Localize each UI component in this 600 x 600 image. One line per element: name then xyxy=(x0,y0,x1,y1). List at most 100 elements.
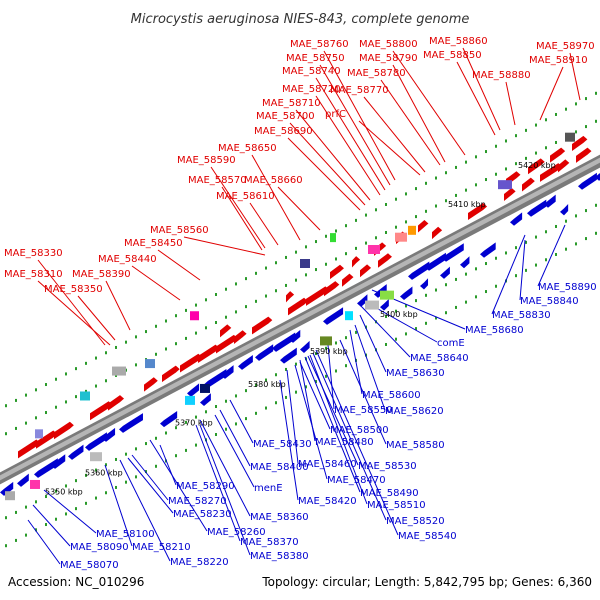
reverse-gene-label: comE xyxy=(437,338,465,349)
rna-feature-block xyxy=(408,226,416,235)
guide-dot xyxy=(265,295,267,298)
forward-gene-arrow xyxy=(144,377,158,391)
forward-gene-leader xyxy=(278,187,320,230)
guide-dot xyxy=(55,406,57,409)
guide-dot xyxy=(535,264,537,267)
forward-gene-arrow xyxy=(234,330,247,344)
guide-dot xyxy=(445,311,447,314)
guide-dot xyxy=(585,97,587,100)
guide-dot xyxy=(235,422,237,425)
forward-gene-arrow xyxy=(342,274,353,287)
guide-dot xyxy=(155,353,157,356)
forward-gene-label: MAE_58750 xyxy=(286,53,345,64)
guide-dot xyxy=(205,298,207,301)
guide-dot xyxy=(415,299,417,302)
rna-feature-block xyxy=(185,396,195,405)
forward-gene-leader xyxy=(393,51,465,155)
guide-dot xyxy=(285,396,287,399)
guide-dot xyxy=(295,391,297,394)
forward-gene-label: MAE_58910 xyxy=(529,55,588,66)
guide-dot xyxy=(225,316,227,319)
forward-gene-label: MAE_58650 xyxy=(218,143,277,154)
guide-dot xyxy=(535,236,537,239)
forward-gene-leader xyxy=(540,67,563,120)
guide-dot xyxy=(235,282,237,285)
forward-gene-label: MAE_58760 xyxy=(290,39,349,50)
guide-dot xyxy=(425,294,427,297)
guide-dot xyxy=(25,394,27,397)
reverse-gene-label: MAE_58360 xyxy=(250,512,309,523)
reverse-gene-label: MAE_58520 xyxy=(386,516,445,527)
rna-feature-block xyxy=(395,233,407,242)
rna-feature-block xyxy=(80,391,90,400)
reverse-gene-label: MAE_58230 xyxy=(173,509,232,520)
guide-dot xyxy=(465,273,467,276)
guide-dot xyxy=(45,411,47,414)
forward-gene-leader xyxy=(132,266,180,300)
guide-dot xyxy=(85,502,87,505)
rna-feature-block xyxy=(368,245,380,254)
forward-gene-label: MAE_58610 xyxy=(216,191,275,202)
forward-gene-leader xyxy=(158,250,200,280)
guide-dot xyxy=(485,290,487,293)
guide-dot xyxy=(355,331,357,334)
guide-dot xyxy=(185,449,187,452)
rna-feature-block xyxy=(200,384,210,393)
scale-tick-label: 5360 kbp xyxy=(85,468,123,477)
guide-dot xyxy=(515,162,517,165)
guide-dot xyxy=(555,113,557,116)
forward-gene-arrow xyxy=(220,324,231,337)
guide-dot xyxy=(35,500,37,503)
reverse-gene-leader xyxy=(520,240,525,300)
guide-dot xyxy=(345,224,347,227)
guide-dot xyxy=(545,118,547,121)
guide-dot xyxy=(455,194,457,197)
guide-dot xyxy=(465,161,467,164)
genome-map: Microcystis aeruginosa NIES-843, complet… xyxy=(0,0,600,600)
guide-dot xyxy=(555,141,557,144)
forward-gene-label: MAE_58970 xyxy=(536,41,595,52)
guide-dot xyxy=(475,295,477,298)
reverse-gene-arrow xyxy=(480,242,496,257)
guide-dot xyxy=(15,539,17,542)
reverse-gene-arrow xyxy=(510,212,522,225)
guide-dot xyxy=(275,261,277,264)
guide-dot xyxy=(135,363,137,366)
rna-feature-block xyxy=(190,311,199,320)
guide-dot xyxy=(545,258,547,261)
guide-dot xyxy=(155,325,157,328)
reverse-gene-arrow xyxy=(440,267,450,279)
reverse-gene-label: MAE_58420 xyxy=(298,496,357,507)
reverse-gene-label: MAE_58370 xyxy=(240,537,299,548)
reverse-gene-label: MAE_58380 xyxy=(250,551,309,562)
reverse-gene-label: menE xyxy=(254,483,283,494)
guide-dot xyxy=(115,346,117,349)
guide-dot xyxy=(585,209,587,212)
guide-dot xyxy=(165,319,167,322)
guide-dot xyxy=(495,257,497,260)
guide-dot xyxy=(125,481,127,484)
reverse-gene-arrow xyxy=(300,341,310,353)
guide-dot xyxy=(555,253,557,256)
guide-dot xyxy=(265,407,267,410)
reverse-gene-leader xyxy=(300,360,315,441)
forward-gene-label: MAE_58790 xyxy=(359,53,418,64)
guide-dot xyxy=(195,304,197,307)
guide-dot xyxy=(585,125,587,128)
map-title: Microcystis aeruginosa NIES-843, complet… xyxy=(131,12,470,27)
reverse-gene-arrow xyxy=(187,383,199,396)
guide-dot xyxy=(235,310,237,313)
rna-feature-block xyxy=(145,359,155,368)
guide-dot xyxy=(425,210,427,213)
guide-dot xyxy=(495,145,497,148)
guide-dot xyxy=(525,269,527,272)
guide-dot xyxy=(65,512,67,515)
forward-gene-label: prfC xyxy=(325,109,346,120)
reverse-gene-leader xyxy=(160,445,176,485)
guide-dot xyxy=(355,219,357,222)
genome-summary: Topology: circular; Length: 5,842,795 bp… xyxy=(261,575,592,589)
accession-label: Accession: NC_010296 xyxy=(8,575,144,589)
guide-dot xyxy=(215,405,217,408)
guide-dot xyxy=(565,248,567,251)
forward-gene-label: MAE_58850 xyxy=(423,50,482,61)
